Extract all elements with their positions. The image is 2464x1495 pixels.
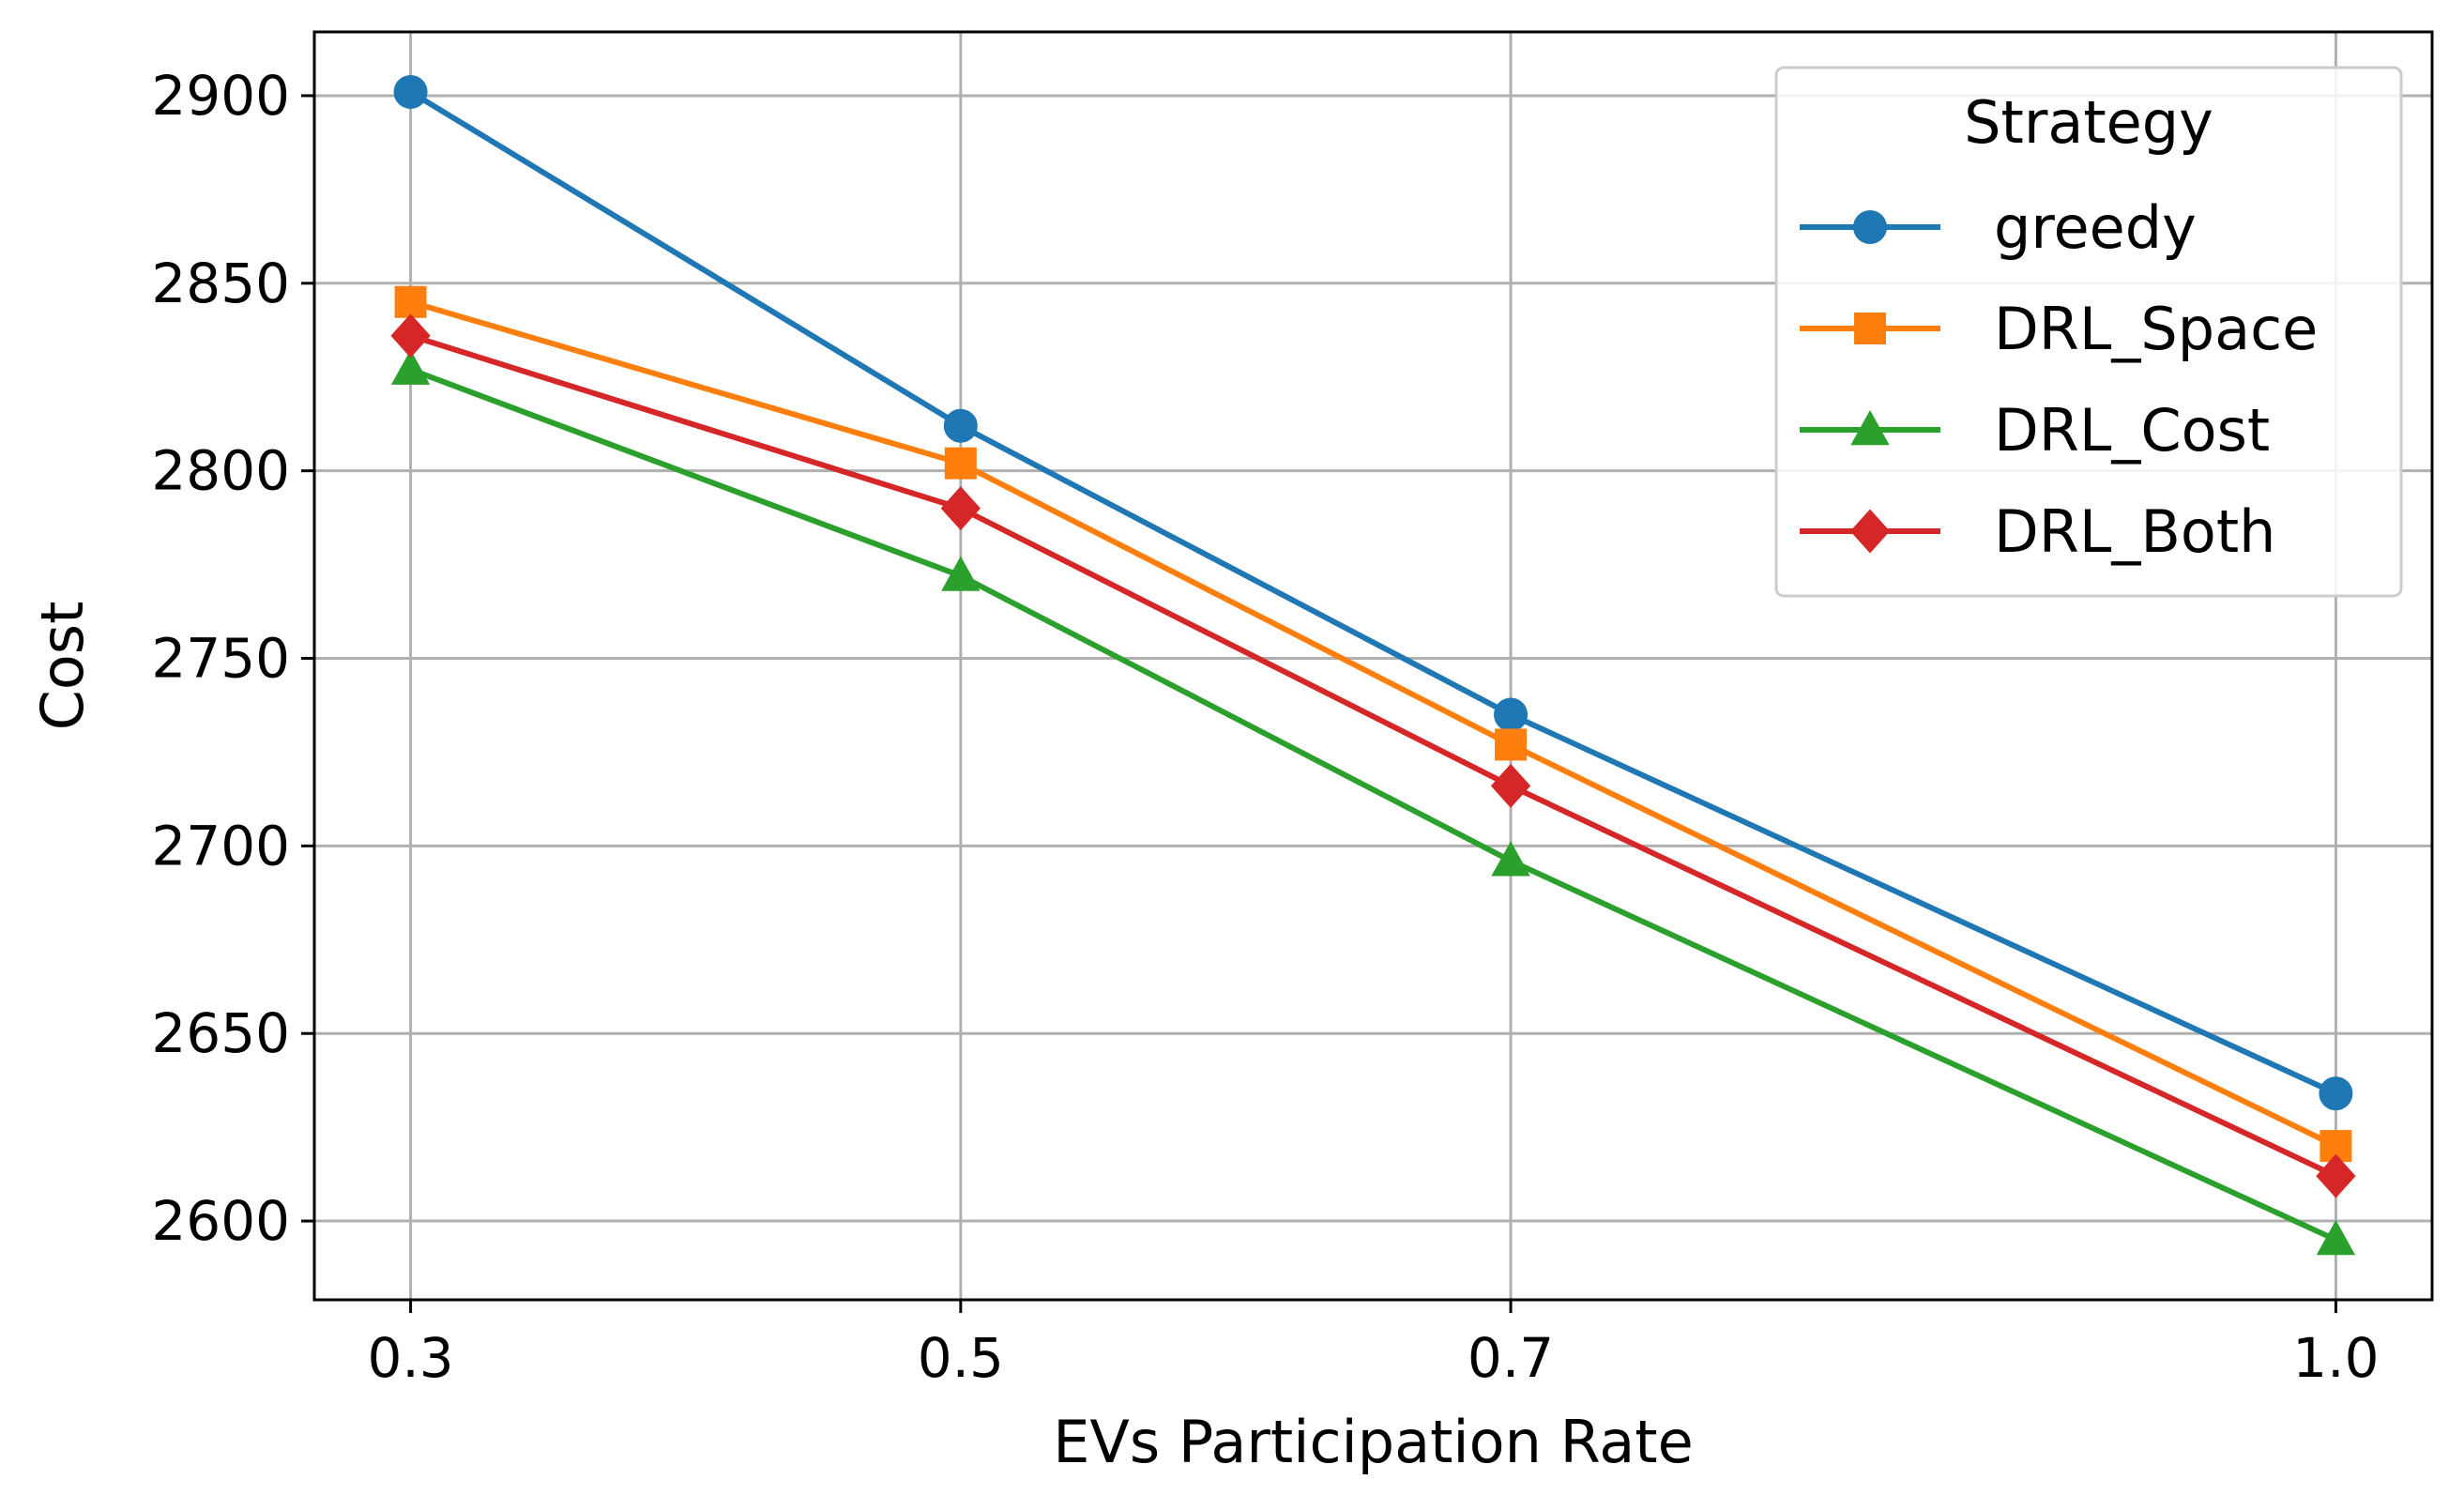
series-line <box>407 88 2339 1097</box>
x-tick-label: 1.0 <box>2292 1326 2379 1390</box>
y-axis-ticks: 2600 2650 2700 2750 2800 2850 2900 <box>151 64 314 1253</box>
legend-item-DRL_Space: DRL_Space <box>1800 295 2318 363</box>
legend-item-greedy: greedy <box>1800 193 2197 262</box>
y-tick-label: 2700 <box>151 814 290 877</box>
legend-label: DRL_Both <box>1994 497 2275 566</box>
legend-item-DRL_Cost: DRL_Cost <box>1800 396 2270 465</box>
data-point <box>1490 763 1531 808</box>
data-point <box>2316 1153 2356 1198</box>
legend: Strategy greedy DRL_Space DRL_Cost DRL_Both <box>1774 66 2403 598</box>
legend-label: DRL_Space <box>1994 295 2318 363</box>
series-DRL_Cost <box>390 349 2356 1256</box>
legend-swatch-marker <box>1854 313 1886 344</box>
data-point <box>390 349 431 385</box>
data-point <box>944 447 977 480</box>
y-tick-label: 2650 <box>151 1001 290 1065</box>
series-DRL_Space <box>394 285 2352 1163</box>
x-axis-label: EVs Participation Rate <box>1053 1408 1694 1476</box>
data-point <box>1495 728 1528 761</box>
y-tick-label: 2900 <box>151 64 290 128</box>
legend-swatch-marker <box>1850 409 1890 446</box>
data-point <box>2319 1076 2353 1111</box>
data-point <box>394 285 427 318</box>
series-DRL_Both <box>390 313 2356 1198</box>
data-point <box>943 408 978 443</box>
data-point <box>2316 1219 2356 1256</box>
series-line <box>407 332 2339 1180</box>
data-point <box>941 556 981 591</box>
data-point <box>393 74 428 109</box>
series-line <box>407 298 2339 1150</box>
legend-swatch-marker <box>1849 509 1891 554</box>
x-axis-ticks: 0.3 0.5 0.7 1.0 <box>367 1300 2380 1390</box>
y-tick-label: 2750 <box>151 627 290 691</box>
data-point <box>1491 841 1530 877</box>
data-point <box>940 486 981 531</box>
y-tick-label: 2800 <box>151 439 290 503</box>
legend-item-DRL_Both: DRL_Both <box>1800 497 2275 566</box>
x-tick-label: 0.5 <box>918 1326 1004 1390</box>
legend-items: greedy DRL_Space DRL_Cost DRL_Both <box>1800 193 2318 566</box>
y-tick-label: 2600 <box>151 1189 290 1253</box>
legend-label: DRL_Cost <box>1994 396 2270 465</box>
legend-box <box>1774 66 2403 598</box>
series-line <box>407 366 2339 1243</box>
legend-title: Strategy <box>1964 88 2213 157</box>
x-tick-label: 0.7 <box>1468 1326 1554 1390</box>
y-axis-label: Cost <box>28 602 97 731</box>
y-tick-label: 2850 <box>151 252 290 315</box>
series-layer <box>390 74 2356 1256</box>
x-tick-label: 0.3 <box>367 1326 453 1390</box>
legend-swatch-marker <box>1853 210 1887 244</box>
series-greedy <box>393 74 2353 1111</box>
data-point <box>390 313 431 358</box>
legend-label: greedy <box>1994 193 2197 262</box>
data-point <box>1494 697 1529 732</box>
plot-frame <box>312 30 2434 1302</box>
